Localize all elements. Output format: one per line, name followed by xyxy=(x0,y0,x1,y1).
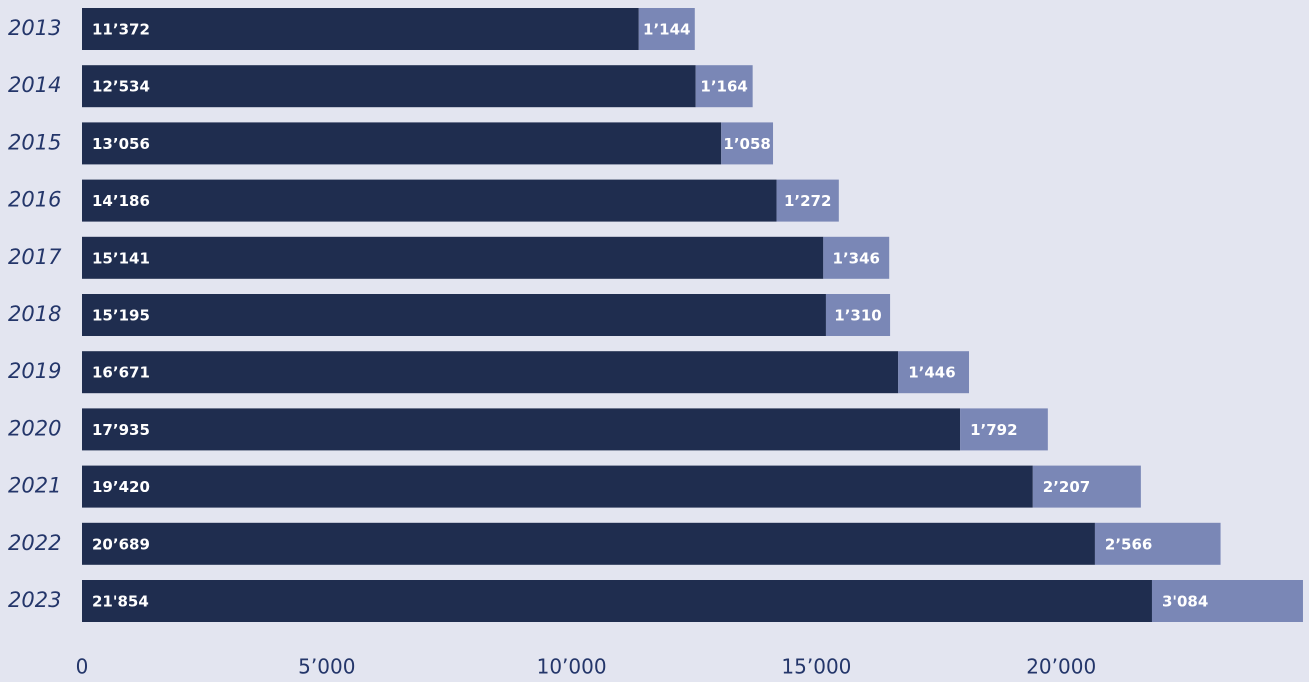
bar-segment xyxy=(82,236,824,279)
x-tick-label: 0 xyxy=(76,655,89,679)
bar-segment xyxy=(721,122,774,165)
bar-segment xyxy=(1151,580,1303,622)
value-label: 19’420 xyxy=(92,478,150,496)
value-label: 16’671 xyxy=(92,364,150,382)
bar-segment xyxy=(82,122,722,165)
bar-segment xyxy=(82,8,639,50)
y-tick-label: 2023 xyxy=(8,588,61,612)
value-label: 1’164 xyxy=(700,78,747,96)
value-label: 12’534 xyxy=(92,78,150,96)
value-label: 13’056 xyxy=(92,135,150,153)
x-tick-label: 5’000 xyxy=(298,655,355,679)
value-label: 1’058 xyxy=(723,135,770,153)
bar-segment xyxy=(82,522,1095,565)
value-label: 14’186 xyxy=(92,192,150,210)
y-tick-label: 2018 xyxy=(8,302,61,326)
y-tick-label: 2015 xyxy=(8,130,61,154)
value-label: 15’141 xyxy=(92,249,150,267)
y-tick-label: 2016 xyxy=(8,188,61,212)
value-label: 2’566 xyxy=(1105,535,1152,553)
x-tick-label: 20’000 xyxy=(1026,655,1096,679)
y-tick-label: 2013 xyxy=(8,16,61,40)
y-tick-label: 2020 xyxy=(8,416,61,440)
y-tick-label: 2022 xyxy=(8,531,61,555)
y-tick-label: 2021 xyxy=(8,474,61,498)
value-label: 2’207 xyxy=(1043,478,1090,496)
bar-segment xyxy=(82,294,826,336)
bar-segment xyxy=(82,580,1152,622)
value-label: 1’346 xyxy=(833,249,880,267)
y-tick-label: 2014 xyxy=(8,73,61,97)
value-label: 15’195 xyxy=(92,307,150,325)
bar-segment xyxy=(898,351,970,394)
bar-segment xyxy=(960,408,1048,451)
bar-segment xyxy=(776,179,839,222)
value-label: 1’446 xyxy=(908,364,955,382)
bar-segment xyxy=(82,408,961,451)
value-label: 1’144 xyxy=(643,21,690,39)
y-tick-label: 2017 xyxy=(8,245,62,269)
bar-segment xyxy=(82,351,899,394)
bar-segment xyxy=(695,65,753,108)
bar-segment xyxy=(82,65,696,108)
value-label: 1’272 xyxy=(784,192,831,210)
value-label: 20’689 xyxy=(92,535,150,553)
value-label: 3'084 xyxy=(1162,593,1208,611)
bar-segment xyxy=(82,465,1033,508)
y-tick-label: 2019 xyxy=(8,359,61,383)
value-label: 1’792 xyxy=(970,421,1017,439)
value-label: 11’372 xyxy=(92,21,150,39)
value-label: 1’310 xyxy=(834,307,881,325)
bar-segment xyxy=(1032,465,1141,508)
bar-segment xyxy=(1094,522,1221,565)
bar-segment xyxy=(638,8,695,50)
x-tick-label: 10’000 xyxy=(537,655,607,679)
value-label: 21'854 xyxy=(92,593,149,611)
value-label: 17’935 xyxy=(92,421,150,439)
bar-segment xyxy=(823,236,890,279)
bar-segment xyxy=(82,179,777,222)
bar-segment xyxy=(825,294,891,336)
x-tick-label: 15’000 xyxy=(781,655,851,679)
